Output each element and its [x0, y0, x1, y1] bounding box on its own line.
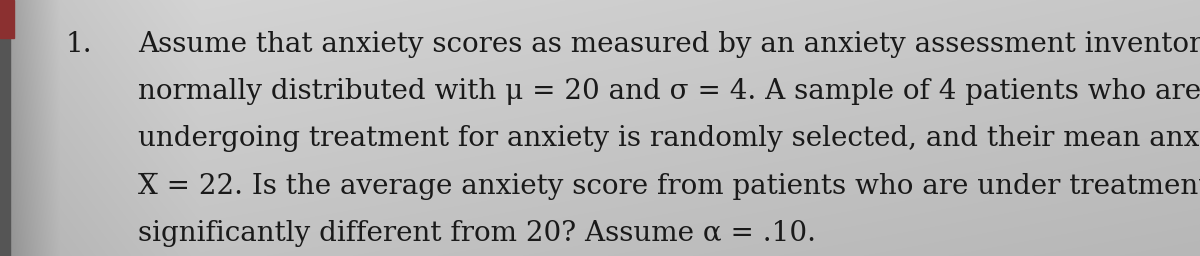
Text: X̅ = 22. Is the average anxiety score from patients who are under treatment: X̅ = 22. Is the average anxiety score fr… — [138, 173, 1200, 200]
Text: normally distributed with μ = 20 and σ = 4. A sample of 4 patients who are: normally distributed with μ = 20 and σ =… — [138, 78, 1200, 105]
Text: 1.: 1. — [66, 31, 92, 58]
Text: Assume that anxiety scores as measured by an anxiety assessment inventory are: Assume that anxiety scores as measured b… — [138, 31, 1200, 58]
Bar — [0, 0, 14, 38]
Text: undergoing treatment for anxiety is randomly selected, and their mean anxiety sc: undergoing treatment for anxiety is rand… — [138, 125, 1200, 152]
Text: significantly different from 20? Assume α = .10.: significantly different from 20? Assume … — [138, 220, 816, 247]
Bar — [0, 0, 10, 256]
